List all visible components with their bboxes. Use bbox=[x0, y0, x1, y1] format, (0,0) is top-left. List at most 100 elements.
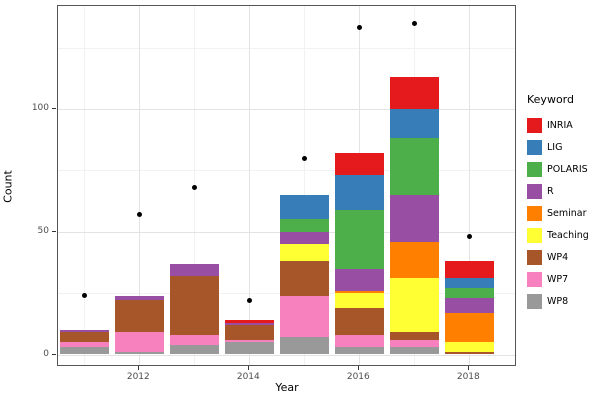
bar-segment-lig-2018 bbox=[444, 278, 495, 289]
legend-entry-polaris: POLARIS bbox=[527, 158, 589, 180]
bar-segment-wp7-2016 bbox=[334, 334, 385, 348]
legend-label-r: R bbox=[547, 185, 554, 197]
legend-swatch-polaris bbox=[527, 161, 542, 177]
bar-segment-r-2012 bbox=[114, 295, 165, 301]
bar-segment-wp4-2013 bbox=[169, 275, 220, 335]
bar-segment-polaris-2016 bbox=[334, 209, 385, 269]
bar-segment-wp4-2012 bbox=[114, 300, 165, 333]
data-point-2012 bbox=[136, 212, 142, 218]
bar-segment-inria-2014 bbox=[224, 320, 275, 323]
bar-segment-polaris-2015 bbox=[279, 219, 330, 232]
legend-swatch-wp8 bbox=[527, 293, 542, 309]
legend-label-teaching: Teaching bbox=[547, 229, 589, 241]
bar-segment-wp4-2014 bbox=[224, 325, 275, 340]
bar-segment-r-2016 bbox=[334, 268, 385, 291]
bar-segment-wp8-2011 bbox=[59, 347, 110, 355]
bar-segment-r-2015 bbox=[279, 231, 330, 244]
bar-segment-seminar-2018 bbox=[444, 312, 495, 343]
y-axis-title: Count bbox=[1, 170, 15, 203]
data-point-2014 bbox=[246, 297, 252, 303]
legend-swatch-wp4 bbox=[527, 249, 542, 265]
legend-entry-wp4: WP4 bbox=[527, 246, 589, 268]
x-axis-title: Year bbox=[275, 381, 299, 394]
x-major-gridline bbox=[139, 6, 141, 365]
bar-segment-r-2014 bbox=[224, 322, 275, 326]
bar-segment-wp8-2013 bbox=[169, 344, 220, 355]
legend-entry-lig: LIG bbox=[527, 136, 589, 158]
bar-segment-wp7-2017 bbox=[389, 339, 440, 348]
x-axis-tick-label: 2018 bbox=[456, 372, 480, 382]
bar-segment-wp8-2015 bbox=[279, 337, 330, 355]
y-axis-tick-label: 100 bbox=[31, 102, 49, 113]
x-major-gridline bbox=[469, 6, 471, 365]
bar-segment-wp4-2011 bbox=[59, 332, 110, 343]
x-axis-tick bbox=[358, 366, 360, 370]
legend: Keyword INRIA LIG POLARIS R Seminar Teaching W… bbox=[527, 93, 589, 312]
bar-segment-wp8-2016 bbox=[334, 347, 385, 355]
bar-segment-r-2011 bbox=[59, 329, 110, 333]
x-axis-tick bbox=[138, 366, 140, 370]
legend-entry-wp7: WP7 bbox=[527, 268, 589, 290]
x-minor-gridline bbox=[304, 6, 306, 365]
legend-entry-teaching: Teaching bbox=[527, 224, 589, 246]
legend-title: Keyword bbox=[527, 93, 574, 106]
y-axis-tick-label: 0 bbox=[43, 348, 49, 359]
x-minor-gridline bbox=[84, 6, 86, 365]
bar-segment-r-2017 bbox=[389, 194, 440, 242]
y-axis-tick bbox=[52, 230, 56, 232]
bar-segment-teaching-2017 bbox=[389, 278, 440, 333]
bar-segment-wp8-2014 bbox=[224, 342, 275, 355]
legend-entry-wp8: WP8 bbox=[527, 290, 589, 312]
y-minor-gridline bbox=[58, 47, 515, 49]
x-axis-tick-label: 2016 bbox=[346, 372, 370, 382]
bar-segment-wp7-2013 bbox=[169, 334, 220, 345]
legend-label-seminar: Seminar bbox=[547, 207, 587, 219]
legend-swatch-seminar bbox=[527, 205, 542, 221]
bar-segment-wp4-2018 bbox=[444, 352, 495, 355]
legend-swatch-teaching bbox=[527, 227, 542, 243]
legend-entries: INRIA LIG POLARIS R Seminar Teaching WP4 WP7 WP8 bbox=[527, 114, 589, 312]
legend-label-wp4: WP4 bbox=[547, 251, 569, 263]
x-axis-tick bbox=[248, 366, 250, 370]
data-point-2016 bbox=[356, 25, 362, 31]
legend-entry-inria: INRIA bbox=[527, 114, 589, 136]
y-minor-gridline bbox=[58, 170, 515, 172]
bar-segment-wp4-2017 bbox=[389, 332, 440, 340]
legend-entry-seminar: Seminar bbox=[527, 202, 589, 224]
legend-label-wp7: WP7 bbox=[547, 273, 569, 285]
bar-segment-wp7-2015 bbox=[279, 295, 330, 338]
bar-segment-wp8-2017 bbox=[389, 347, 440, 355]
y-major-gridline bbox=[58, 108, 515, 110]
legend-entry-r: R bbox=[527, 180, 589, 202]
bar-segment-inria-2016 bbox=[334, 153, 385, 176]
bar-segment-seminar-2016 bbox=[334, 290, 385, 294]
bar-segment-wp7-2011 bbox=[59, 342, 110, 348]
data-point-2017 bbox=[411, 20, 417, 26]
data-point-2013 bbox=[191, 185, 197, 191]
bar-segment-teaching-2018 bbox=[444, 342, 495, 353]
bar-segment-seminar-2017 bbox=[389, 241, 440, 279]
plot-panel bbox=[57, 5, 516, 366]
bar-segment-lig-2015 bbox=[279, 194, 330, 220]
data-point-2011 bbox=[81, 293, 87, 299]
data-point-2018 bbox=[466, 234, 472, 240]
y-axis-tick bbox=[52, 107, 56, 109]
legend-label-wp8: WP8 bbox=[547, 295, 569, 307]
bar-segment-wp8-2012 bbox=[114, 352, 165, 355]
x-axis-tick-label: 2012 bbox=[126, 372, 150, 382]
x-major-gridline bbox=[249, 6, 251, 365]
y-major-gridline bbox=[58, 354, 515, 356]
legend-swatch-inria bbox=[527, 117, 542, 133]
bar-segment-lig-2016 bbox=[334, 175, 385, 210]
data-point-2015 bbox=[301, 155, 307, 161]
bar-segment-teaching-2016 bbox=[334, 293, 385, 308]
bar-segment-wp7-2014 bbox=[224, 339, 275, 343]
legend-swatch-r bbox=[527, 183, 542, 199]
bar-segment-polaris-2018 bbox=[444, 288, 495, 298]
legend-label-lig: LIG bbox=[547, 141, 563, 153]
x-axis-tick bbox=[468, 366, 470, 370]
legend-label-polaris: POLARIS bbox=[547, 163, 588, 175]
bar-segment-wp4-2015 bbox=[279, 261, 330, 296]
legend-swatch-wp7 bbox=[527, 271, 542, 287]
